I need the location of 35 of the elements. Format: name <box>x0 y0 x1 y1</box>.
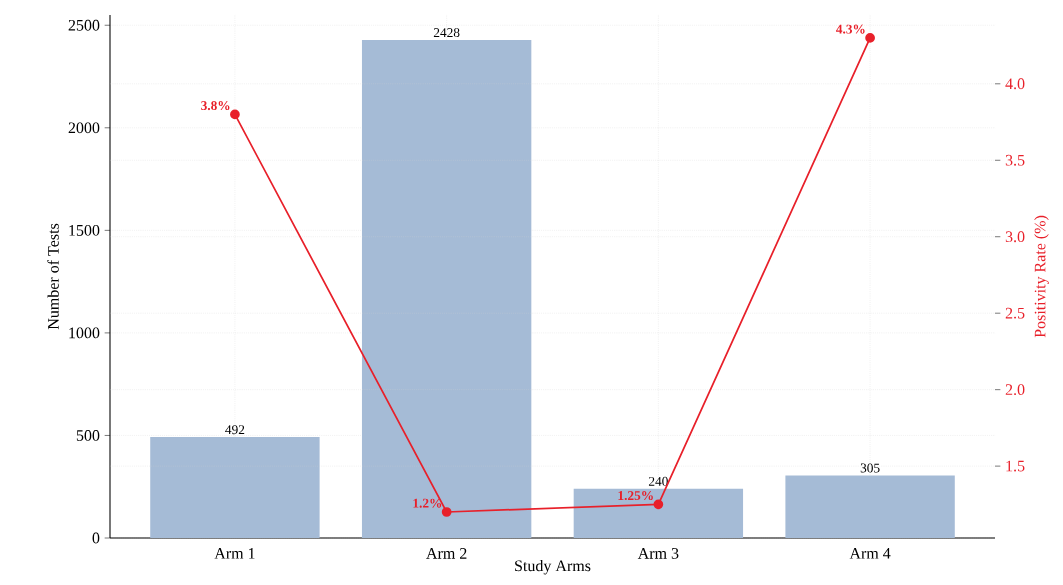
x-tick-label: Arm 4 <box>849 548 891 559</box>
bar <box>573 488 744 538</box>
point <box>653 499 664 510</box>
data-label: 492 <box>225 425 245 435</box>
y-tick-label: 2000 <box>68 122 100 134</box>
bar <box>150 437 320 538</box>
data-label: 240 <box>648 476 668 486</box>
data-label: 1.25% <box>618 491 653 501</box>
data-label: 305 <box>860 463 880 473</box>
y-tick-label: 0 <box>92 532 100 544</box>
point <box>865 33 875 43</box>
point <box>230 109 240 120</box>
x-tick-label: Arm 3 <box>637 548 679 559</box>
y-tick-label: 1500 <box>69 224 100 236</box>
bar <box>361 40 532 538</box>
y-tick-label: 500 <box>76 430 100 441</box>
y-axis-title: Number of Tests <box>47 223 59 330</box>
bar <box>785 475 955 538</box>
data-label: 4.3% <box>836 24 865 34</box>
data-label: 2428 <box>433 28 460 38</box>
data-label: 1.2% <box>413 498 442 508</box>
x-axis-title: Study Arms <box>515 559 591 575</box>
y-tick-label: 2500 <box>68 19 100 31</box>
x-tick-label: Arm 2 <box>426 548 467 559</box>
y2-tick-label: 1.5 <box>1006 460 1025 472</box>
y2-tick-label: 4.0 <box>1005 78 1025 90</box>
x-tick-label: Arm 1 <box>214 548 255 559</box>
y2-tick-label: 3.5 <box>1005 154 1025 166</box>
y2-axis-title: Positivity Rate (%) <box>1034 215 1049 338</box>
y2-tick-label: 2.5 <box>1005 307 1025 319</box>
point <box>441 507 452 517</box>
y2-tick-label: 3.0 <box>1005 231 1025 243</box>
y2-tick-label: 2.0 <box>1005 384 1025 396</box>
data-label: 3.8% <box>201 101 230 111</box>
y-tick-label: 1000 <box>69 327 100 339</box>
